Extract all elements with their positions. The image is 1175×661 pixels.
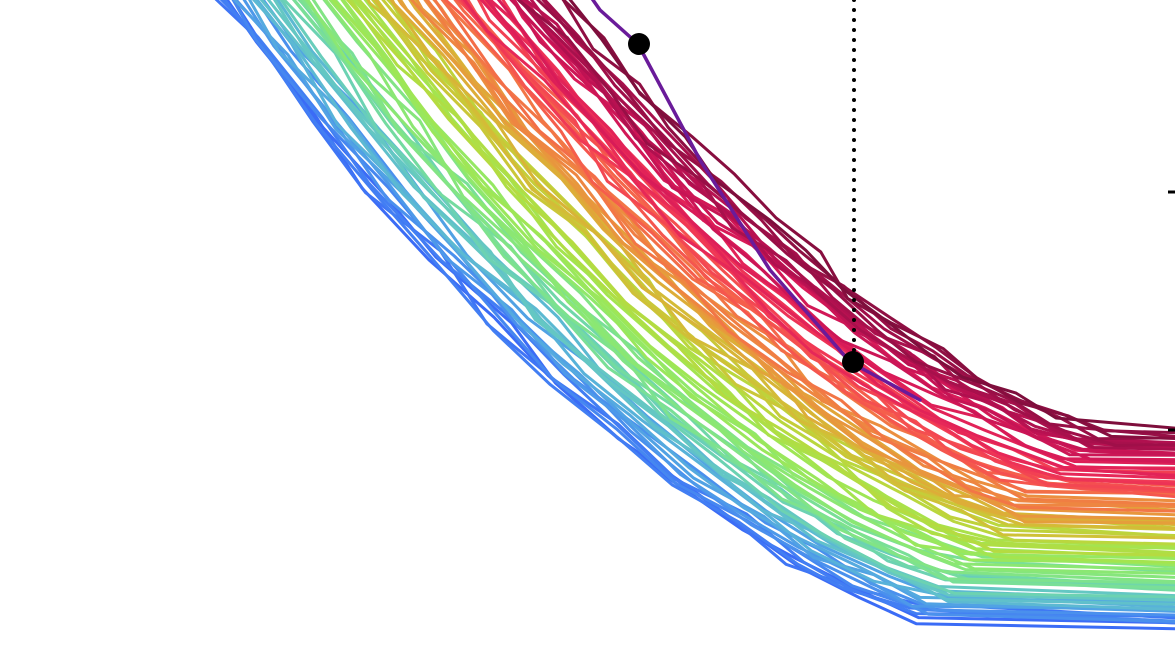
line-chart bbox=[0, 0, 1175, 661]
marker-dot bbox=[628, 33, 650, 55]
marker-dot bbox=[842, 351, 864, 373]
